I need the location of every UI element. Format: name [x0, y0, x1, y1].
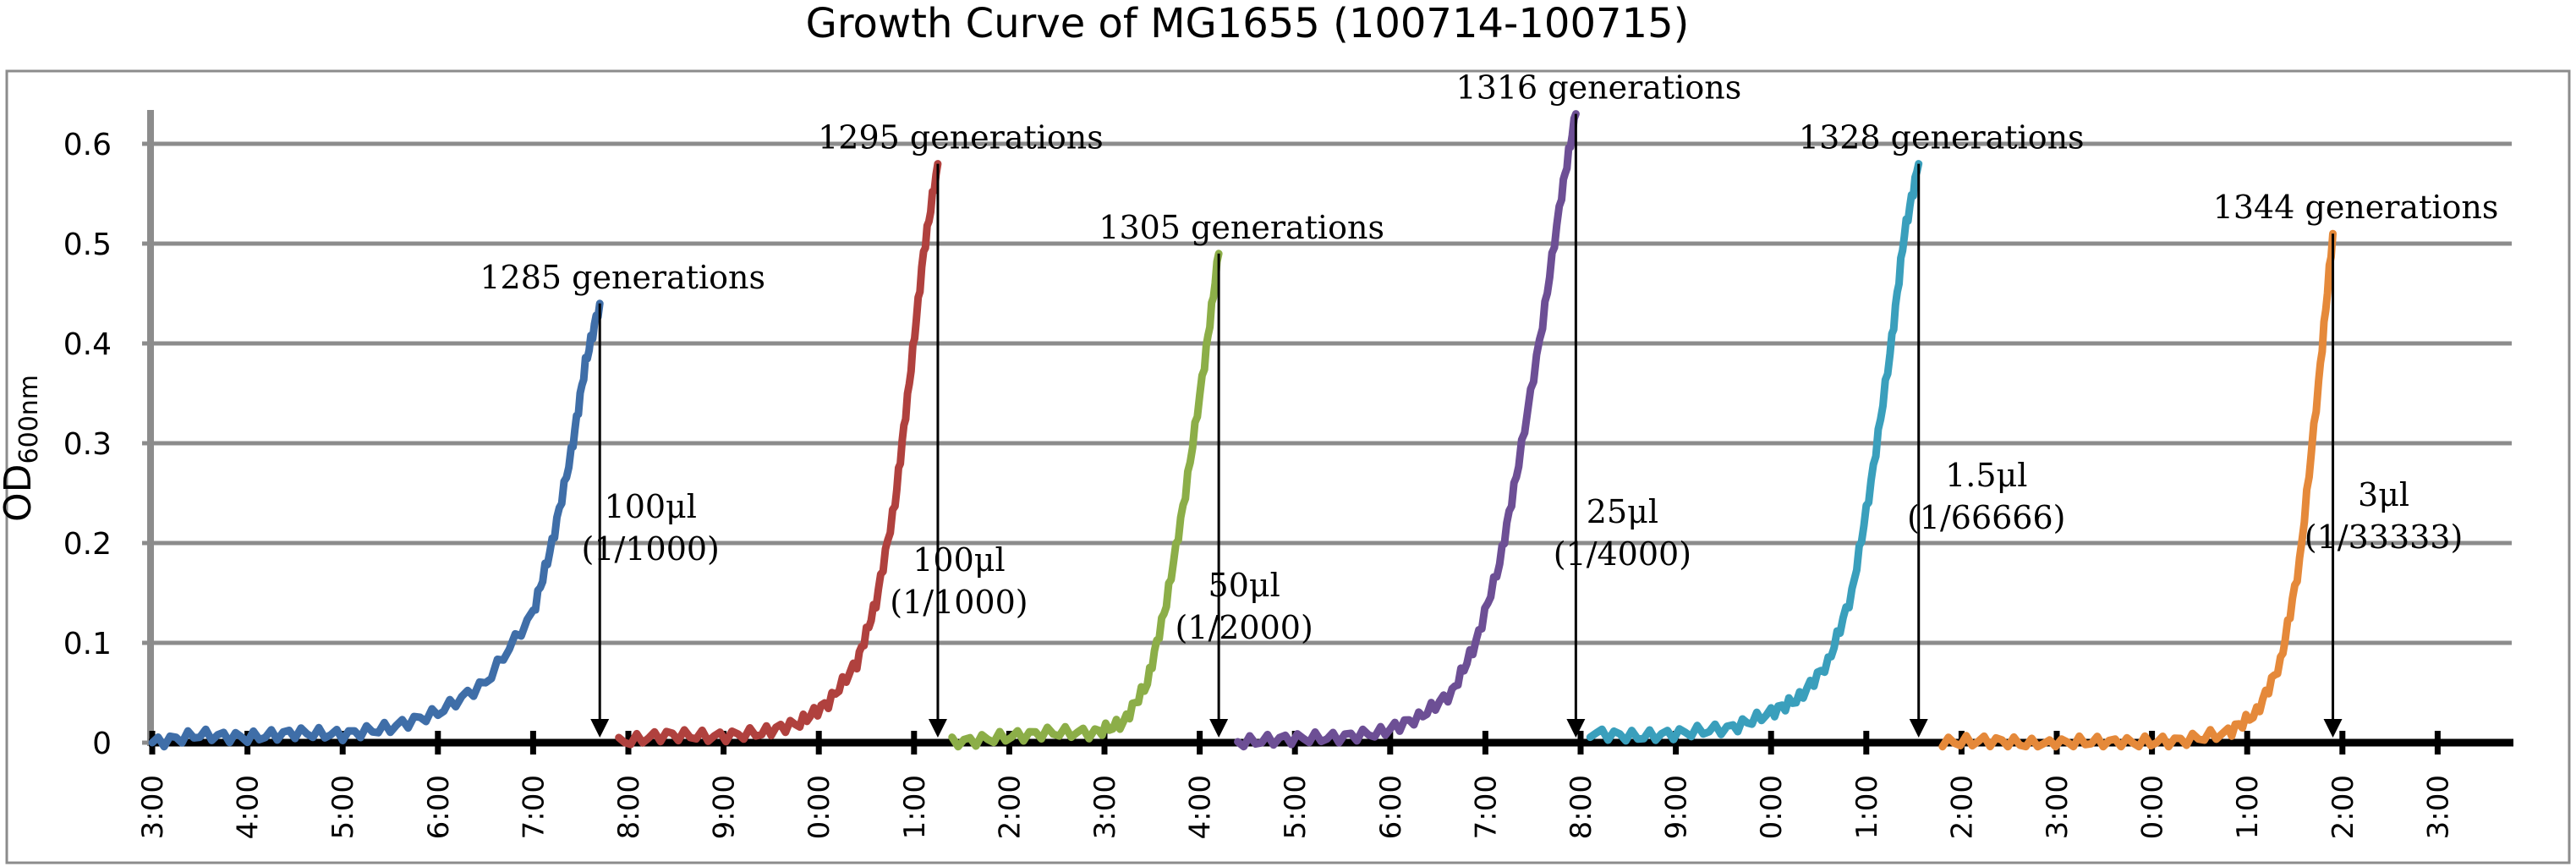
y-axis-label: OD600nm — [0, 375, 44, 522]
series-line — [615, 160, 942, 749]
x-tick-label: 1:00 — [1850, 775, 1884, 839]
dilution-label: (1/1000) — [582, 530, 720, 568]
y-tick-label: 0.5 — [63, 228, 112, 262]
x-tick-label: 5:00 — [1279, 775, 1313, 839]
volume-label: 25μl — [1587, 493, 1658, 530]
x-tick-label: 3:00 — [136, 775, 170, 839]
y-tick-labels: 0 0.1 0.2 0.3 0.4 0.5 0.6 — [63, 128, 112, 761]
series-line — [1938, 229, 2337, 751]
x-tick-label: 2:00 — [1945, 775, 1979, 839]
y-tick-label: 0 — [92, 727, 112, 761]
x-tick-label: 4:00 — [1184, 775, 1218, 839]
volume-label: 50μl — [1209, 567, 1280, 604]
x-tick-label: 9:00 — [1660, 775, 1694, 839]
x-tick-label: 0:00 — [2136, 775, 2170, 839]
x-tick-label: 3:00 — [1088, 775, 1122, 839]
transfer-arrow-head — [928, 719, 947, 738]
series-lines — [148, 110, 2337, 751]
transfer-arrow-head — [2323, 719, 2343, 738]
series-line — [1234, 110, 1580, 751]
dilution-label: (1/2000) — [1175, 609, 1313, 646]
dilution-label: (1/1000) — [890, 584, 1028, 621]
x-tick-label: 8:00 — [1565, 775, 1598, 839]
generations-label: 1305 generations — [1099, 209, 1384, 246]
volume-label: 100μl — [913, 541, 1005, 579]
volume-label: 3μl — [2358, 476, 2409, 513]
x-tick-label: 0:00 — [803, 775, 836, 839]
x-tick-label: 0:00 — [1755, 775, 1789, 839]
x-tick-label: 8:00 — [612, 775, 646, 839]
gridlines — [142, 141, 2512, 745]
transfer-arrow-head — [1909, 719, 1928, 738]
y-tick-label: 0.3 — [63, 427, 112, 462]
x-tick-label: 2:00 — [993, 775, 1027, 839]
y-tick-label: 0.2 — [63, 527, 112, 562]
transfer-arrow-head — [1209, 719, 1229, 738]
x-tick-label: 7:00 — [1469, 775, 1503, 839]
volume-label: 100μl — [605, 488, 697, 525]
y-axis-label-main: OD — [0, 464, 40, 522]
series-line — [948, 250, 1223, 751]
generations-label: 1285 generations — [480, 259, 765, 296]
chart-title: Growth Curve of MG1655 (100714-100715) — [806, 0, 1690, 47]
dilution-label: (1/4000) — [1554, 535, 1691, 573]
series-line — [148, 299, 604, 751]
generations-label: 1295 generations — [818, 119, 1104, 156]
generations-label: 1344 generations — [2213, 189, 2499, 226]
x-tick-label: 4:00 — [232, 775, 266, 839]
x-tick-label: 3:00 — [2421, 775, 2455, 839]
y-tick-label: 0.4 — [63, 327, 112, 362]
x-tick-labels: 3:00 4:00 5:00 6:00 7:00 8:00 9:00 0:00 1:00 2:00… — [136, 775, 2455, 839]
transfer-arrow-head — [1566, 719, 1586, 738]
y-tick-label: 0.1 — [63, 627, 112, 661]
dilution-label: (1/33333) — [2305, 519, 2464, 556]
generations-label: 1328 generations — [1799, 119, 2085, 156]
series-line — [1586, 160, 1923, 745]
x-tick-label: 5:00 — [326, 775, 360, 839]
annotations: 1285 generations 100μl (1/1000) 1295 genera… — [480, 69, 2498, 738]
x-tick-label: 6:00 — [422, 775, 456, 839]
x-tick-label: 3:00 — [2041, 775, 2075, 839]
x-tick-label: 1:00 — [898, 775, 932, 839]
x-tick-label: 9:00 — [708, 775, 742, 839]
y-tick-label: 0.6 — [63, 128, 112, 162]
x-tick-label: 6:00 — [1374, 775, 1408, 839]
x-tick-label: 7:00 — [517, 775, 551, 839]
y-axis-label-subscript: 600nm — [14, 375, 44, 464]
plot-area-border — [5, 69, 2571, 864]
generations-label: 1316 generations — [1456, 69, 1742, 107]
x-tick-label: 2:00 — [2327, 775, 2360, 839]
transfer-arrow-head — [590, 719, 610, 738]
volume-label: 1.5μl — [1945, 457, 2027, 494]
x-tick-label: 1:00 — [2231, 775, 2265, 839]
dilution-label: (1/66666) — [1907, 499, 2066, 536]
